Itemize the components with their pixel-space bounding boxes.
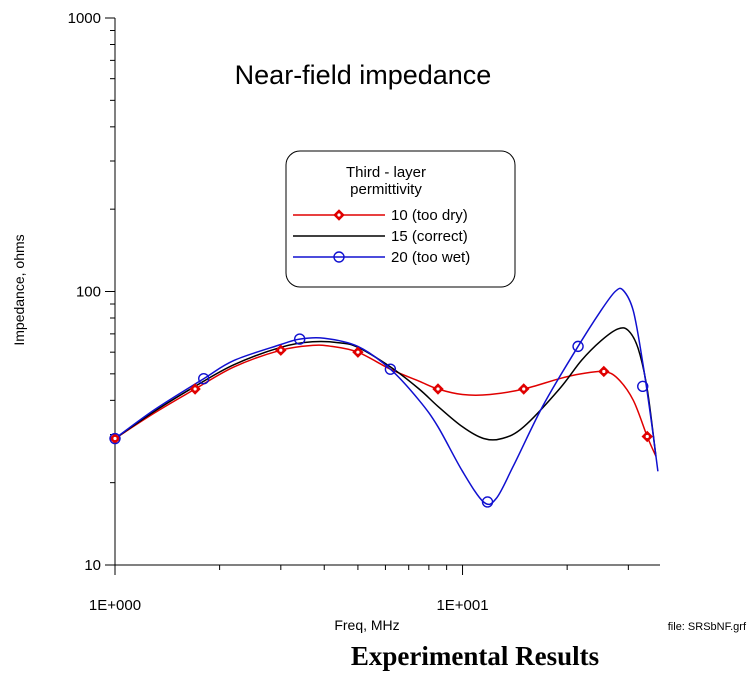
chart-title: Near-field impedance <box>235 60 492 90</box>
series-too-dry-line <box>115 345 656 456</box>
x-tick-labels: 1E+000 1E+001 <box>89 597 489 614</box>
series-too-dry-marker-center <box>113 437 116 440</box>
y-axis-label: Impedance, ohms <box>11 234 27 345</box>
legend-title-line2: permittivity <box>350 181 422 198</box>
series-too-dry-marker-center <box>602 370 605 373</box>
series-too-dry-marker-center <box>356 351 359 354</box>
legend-title-line1: Third - layer <box>346 164 426 181</box>
series-too-dry-marker-center <box>279 349 282 352</box>
legend-label-series-correct: 15 (correct) <box>391 228 468 245</box>
file-label: file: SRSbNF.grf <box>668 621 747 633</box>
series-too-wet-line <box>115 288 658 504</box>
series-too-dry-marker-center <box>522 387 525 390</box>
y-tick-label: 1000 <box>68 10 101 27</box>
series-too-dry-marker-center <box>436 387 439 390</box>
experimental-results-caption: Experimental Results <box>351 641 599 671</box>
x-tick-label: 1E+000 <box>89 597 141 614</box>
legend-label-series-too-wet: 20 (too wet) <box>391 249 470 266</box>
y-tick-labels: 10 100 1000 <box>68 10 101 574</box>
series-too-dry-marker-center <box>193 387 196 390</box>
x-tick-label: 1E+001 <box>436 597 488 614</box>
x-axis-label: Freq, MHz <box>334 617 399 633</box>
axis-ticks <box>105 18 628 575</box>
y-tick-label: 100 <box>76 284 101 301</box>
series-lines <box>115 288 658 504</box>
legend-label-series-too-dry: 10 (too dry) <box>391 207 468 224</box>
y-tick-label: 10 <box>84 557 101 574</box>
legend-marker-series-too-dry-center <box>337 213 340 216</box>
legend: Third - layer permittivity 10 (too dry) 1… <box>286 151 515 287</box>
series-too-dry-marker-center <box>646 435 649 438</box>
